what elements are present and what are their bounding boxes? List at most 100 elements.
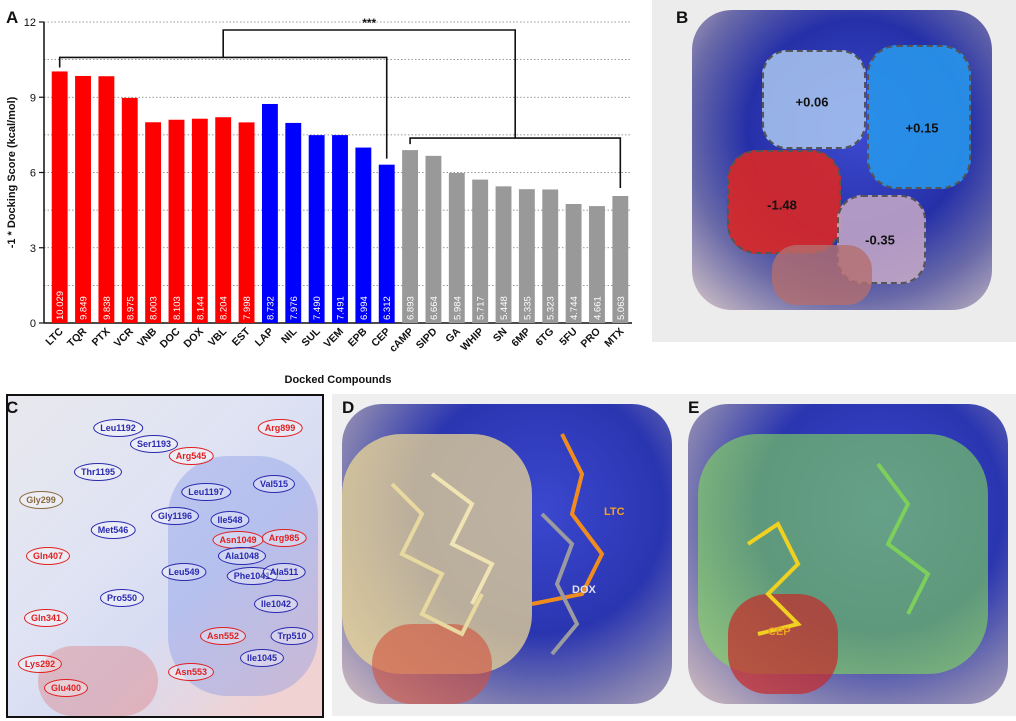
panel-label-b: B [676, 8, 689, 27]
bar-value-label: 8.204 [219, 296, 230, 320]
bar-value-label: 5.323 [546, 296, 557, 320]
residue-label: Asn552 [199, 627, 247, 645]
significance-bracket [222, 29, 517, 139]
bar [355, 147, 372, 323]
y-tick-label: 9 [30, 92, 36, 104]
charge-label: +0.06 [795, 94, 829, 110]
residue-label: Met546 [90, 521, 136, 539]
bar [308, 135, 325, 323]
y-axis-label: -1 * Docking Score (kcal/mol) [6, 96, 18, 248]
ligand-label-dox: DOX [572, 584, 596, 596]
bar-value-label: 5.335 [522, 296, 533, 320]
category-label: 5FU [557, 326, 580, 349]
residue-label: Ile1045 [239, 649, 285, 667]
charge-label: -1.48 [767, 197, 797, 213]
bar-value-label: 7.976 [289, 296, 300, 320]
bar-value-label: 8.144 [195, 296, 206, 320]
bar-value-label: 6.893 [406, 296, 417, 320]
bar [121, 97, 138, 324]
residue-label: Ser1193 [129, 435, 179, 453]
bar-value-label: 8.732 [265, 296, 276, 320]
residue-label: Asn553 [167, 663, 215, 681]
ligand-sticks [390, 433, 605, 656]
bar-value-label: 7.998 [242, 296, 253, 320]
category-label: SIPD [414, 325, 440, 351]
bar-value-label: 5.984 [452, 296, 463, 320]
category-label: DOX [181, 326, 206, 351]
bar-value-label: 6.994 [359, 296, 370, 320]
ligand-label-cep: CEP [768, 626, 791, 638]
panel-label-c: C [6, 398, 19, 417]
bar [238, 122, 255, 323]
docking-score-chart: 0 3 6 9 12 10.029 LTC 9.849 TQR 9.838 PTX 8.975 VCR 8… [0, 0, 640, 390]
panel-label-e: E [688, 398, 700, 417]
bar [145, 122, 162, 323]
residue-label: Trp510 [270, 627, 314, 645]
residue-label: Gln407 [25, 547, 71, 565]
charge-label: -0.35 [865, 232, 895, 248]
panel-label-d: D [342, 398, 355, 417]
residue-label: Gly1196 [150, 507, 200, 525]
residue-label: Ile1042 [253, 595, 299, 613]
residue-label: Arg545 [168, 447, 214, 465]
bar [402, 150, 419, 323]
bar-value-label: 4.744 [569, 296, 580, 320]
ligand-pose-panel-d: LTC DOX [332, 394, 682, 716]
residue-label: Arg899 [257, 419, 303, 437]
bar [51, 71, 68, 324]
residue-label: Glu400 [43, 679, 89, 697]
bar-value-label: 9.838 [102, 296, 113, 320]
bar-value-label: 9.849 [79, 296, 90, 320]
bar [518, 189, 535, 323]
bar-value-label: 7.490 [312, 296, 323, 320]
y-tick-label: 0 [30, 318, 36, 330]
ligand-pose-panel-e: CEP [678, 394, 1016, 716]
residue-label: Ala511 [262, 563, 306, 581]
residue-label: Ile548 [210, 511, 250, 529]
y-tick-label: 6 [30, 168, 36, 180]
bar [378, 164, 395, 323]
category-label: SUL [299, 325, 323, 349]
category-label: DOC [158, 325, 183, 350]
residue-label: Gln341 [23, 609, 69, 627]
bar [495, 186, 512, 323]
category-label: MTX [602, 326, 626, 350]
y-tick-label: 12 [24, 17, 36, 29]
significance-bracket [409, 137, 622, 189]
residue-label: Lys292 [17, 655, 63, 673]
bar-value-label: 5.063 [616, 296, 627, 320]
bar [612, 196, 629, 323]
residue-label: Leu1192 [93, 419, 143, 437]
bar [448, 172, 465, 323]
x-axis-label: Docked Compounds [285, 374, 392, 386]
residue-label: Gly299 [19, 491, 63, 509]
bar-value-label: 7.491 [336, 296, 347, 320]
residue-label: Leu1197 [181, 483, 231, 501]
category-label: LTC [43, 325, 66, 348]
category-label: cAMP [387, 326, 416, 355]
category-label: 6TG [533, 326, 556, 349]
bar [168, 119, 185, 323]
ligand-label-ltc: LTC [604, 506, 625, 518]
bar-value-label: 6.664 [429, 296, 440, 320]
category-label: LAP [253, 326, 276, 349]
category-label: 6MP [509, 326, 533, 350]
residue-label: Val515 [252, 475, 296, 493]
category-label: NIL [279, 325, 300, 346]
bar-value-label: 8.103 [172, 296, 183, 320]
category-label: SN [491, 326, 510, 345]
surface-charge-panel: +0.06 +0.15 -1.48 -0.35 [652, 0, 1016, 342]
bar-chart-svg: 0 3 6 9 12 10.029 LTC 9.849 TQR 9.838 PTX 8.975 VCR 8… [6, 16, 632, 386]
bar [542, 189, 559, 323]
category-label: TQR [65, 325, 89, 349]
ligand-sticks [746, 462, 931, 636]
bar [261, 103, 278, 323]
residue-label: Arg985 [261, 529, 307, 547]
bar-value-label: 10.029 [55, 291, 66, 320]
bar-value-label: 5.448 [499, 296, 510, 320]
bar [589, 206, 605, 323]
bar [98, 76, 115, 323]
bar [75, 75, 91, 323]
category-label: EPB [346, 325, 370, 349]
category-label: VNB [135, 325, 159, 349]
